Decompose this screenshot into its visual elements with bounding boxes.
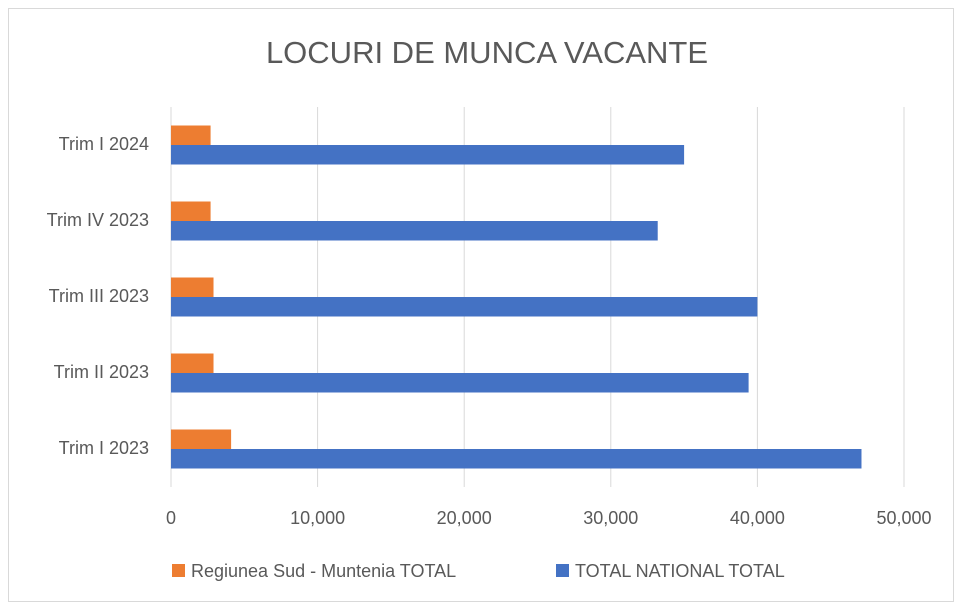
- bar: [171, 373, 749, 393]
- legend-label: Regiunea Sud - Muntenia TOTAL: [191, 561, 456, 581]
- y-tick-label: Trim I 2023: [59, 438, 149, 458]
- legend-swatch: [556, 564, 569, 577]
- bar: [171, 297, 758, 317]
- x-tick-label: 40,000: [730, 508, 785, 528]
- y-tick-label: Trim II 2023: [54, 362, 149, 382]
- legend-swatch: [172, 564, 185, 577]
- bar: [171, 277, 214, 297]
- bar: [171, 145, 685, 165]
- bar: [171, 429, 232, 449]
- legend-label: TOTAL NATIONAL TOTAL: [575, 561, 785, 581]
- x-tick-label: 10,000: [290, 508, 345, 528]
- bar: [171, 125, 211, 145]
- y-tick-label: Trim III 2023: [49, 286, 149, 306]
- chart-title: LOCURI DE MUNCA VACANTE: [266, 35, 708, 70]
- bar: [171, 353, 214, 373]
- bar: [171, 201, 211, 221]
- y-tick-label: Trim I 2024: [59, 134, 149, 154]
- x-tick-label: 50,000: [876, 508, 931, 528]
- x-tick-label: 30,000: [583, 508, 638, 528]
- x-tick-label: 20,000: [437, 508, 492, 528]
- x-tick-label: 0: [166, 508, 176, 528]
- bar: [171, 449, 862, 469]
- y-tick-label: Trim IV 2023: [47, 210, 149, 230]
- bar: [171, 221, 658, 241]
